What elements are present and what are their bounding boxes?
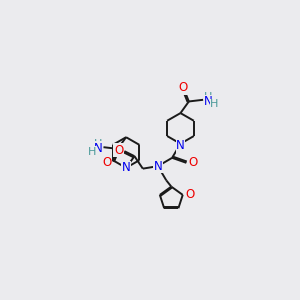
Text: H: H [88,147,97,157]
Text: O: O [178,81,187,94]
Text: H: H [94,140,102,149]
Text: O: O [102,156,112,169]
Text: N: N [176,139,185,152]
Text: H: H [210,99,218,110]
Text: N: N [204,95,213,108]
Text: O: O [185,188,194,201]
Text: H: H [204,92,213,102]
Text: N: N [154,160,162,173]
Text: O: O [188,156,197,169]
Text: N: N [122,161,130,174]
Text: N: N [94,142,102,155]
Text: O: O [114,143,123,157]
